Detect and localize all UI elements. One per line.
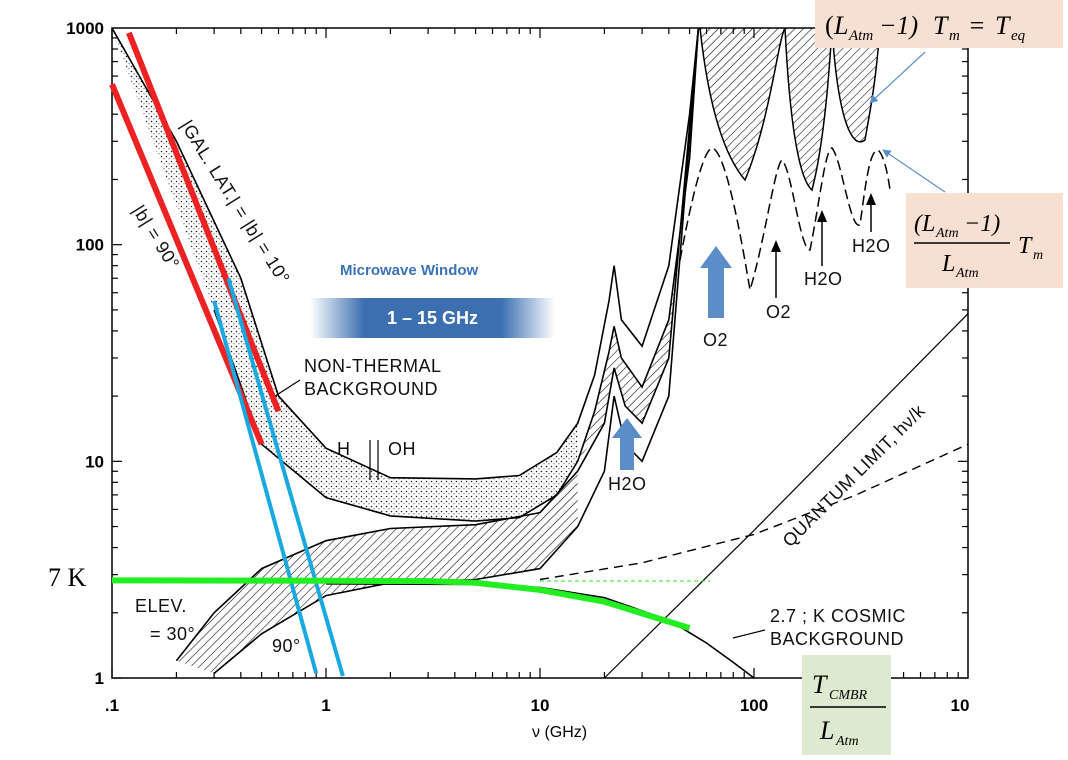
o2-label-1: O2 [703,330,728,350]
svg-text:T: T [995,11,1011,40]
curve-elev-90 [213,27,700,675]
blue-line-a [212,300,319,674]
h2o-arrowhead-2 [817,210,827,222]
absorption-hatch-band [577,28,699,462]
curve-elev-30 [175,27,700,662]
h2o-arrowhead-3 [866,193,876,205]
ratio-formula: ( L Atm −1) L Atm T m [914,211,1043,281]
o2-arrowhead-2 [771,240,781,252]
x-tick-label: 1 [321,696,330,715]
svg-text:=: = [968,11,986,40]
microwave-window-band: 1 – 15 GHz [310,298,555,338]
eq-formula: ( L Atm −1) T m = T eq [825,11,1026,44]
microwave-window-title: Microwave Window [340,262,479,279]
x-tick-label: 10 [531,696,550,715]
svg-text:m: m [1033,248,1043,263]
seven-k-label: 7 K [48,563,87,592]
absorption-bumps-upper [699,27,881,192]
svg-text:L: L [921,211,935,237]
curve-quantum-limit [603,313,969,679]
svg-text:CMBR: CMBR [829,688,868,703]
svg-text:L: L [819,716,834,745]
cmbr-box: T CMBR L Atm [802,655,891,755]
curve-cosmic-background [325,583,755,679]
h2o-label-2: H2O [804,269,843,289]
svg-text:−1): −1) [964,211,1000,237]
blue-line-b [226,277,345,677]
svg-text:m: m [949,28,960,44]
non-thermal-label-1: NON-THERMAL [304,356,442,376]
x-tick-label: 10 [951,696,970,715]
elevation-band [176,471,578,674]
svg-text:Atm: Atm [848,28,873,44]
elev-label-1: ELEV. [135,596,187,616]
elev-label-2: = 30° [150,624,195,644]
curve-dashed-extension [539,443,969,581]
svg-text:Atm: Atm [955,266,979,281]
o2-label-2: O2 [766,302,791,322]
svg-text:−1): −1) [879,11,918,40]
non-thermal-label-2: BACKGROUND [304,379,438,399]
quantum-label: QUANTUM LIMIT, hν/k [779,400,930,551]
red-line-b [126,31,282,413]
svg-text:T: T [933,11,949,40]
h-label: H [337,439,351,459]
oh-label: OH [388,439,416,459]
x-axis-label: ν (GHz) [532,724,587,741]
curve-nonthermal-upper [111,27,700,480]
svg-text:Atm: Atm [935,226,959,241]
h2o-blue-arrow [612,418,642,470]
svg-text:T: T [812,670,828,699]
eq-box: ( L Atm −1) T m = T eq [815,0,1063,48]
ratio-box: ( L Atm −1) L Atm T m [906,193,1063,288]
svg-text:L: L [941,251,955,277]
cosmic-label-1: 2.7 ; K COSMIC [770,606,906,626]
curve-nonthermal-lower [213,27,700,522]
blue-arrows [612,246,732,470]
cosmic-leader [732,629,766,639]
svg-text:(: ( [914,211,924,237]
y-tick-label: 1 [95,669,104,688]
pointer-line-eq [869,51,926,104]
svg-text:(: ( [825,11,834,40]
pointer-line-ratio [882,149,946,193]
cmbr-formula: T CMBR L Atm [810,670,886,749]
o2-blue-arrow [700,246,732,318]
svg-text:Atm: Atm [835,734,859,749]
x-tick-label: 100 [740,696,768,715]
y-tick-label: 1000 [66,19,104,38]
y-tick-label: 100 [76,236,104,255]
cosmic-label-2: BACKGROUND [770,629,904,649]
h2o-label-3: H2O [852,236,891,256]
x-tick-label: .1 [105,696,119,715]
h2o-label-1: H2O [608,474,647,494]
overlay-lines [109,31,691,677]
tick-group [111,28,968,679]
curves-group [111,27,969,679]
svg-text:T: T [1018,233,1033,259]
svg-text:eq: eq [1011,28,1026,44]
green-line [111,577,691,631]
y-tick-label: 10 [85,452,104,471]
deg90-label: 90° [272,636,301,656]
svg-text:L: L [833,11,848,40]
non-thermal-leader [271,379,301,399]
non-thermal-band [112,28,578,522]
